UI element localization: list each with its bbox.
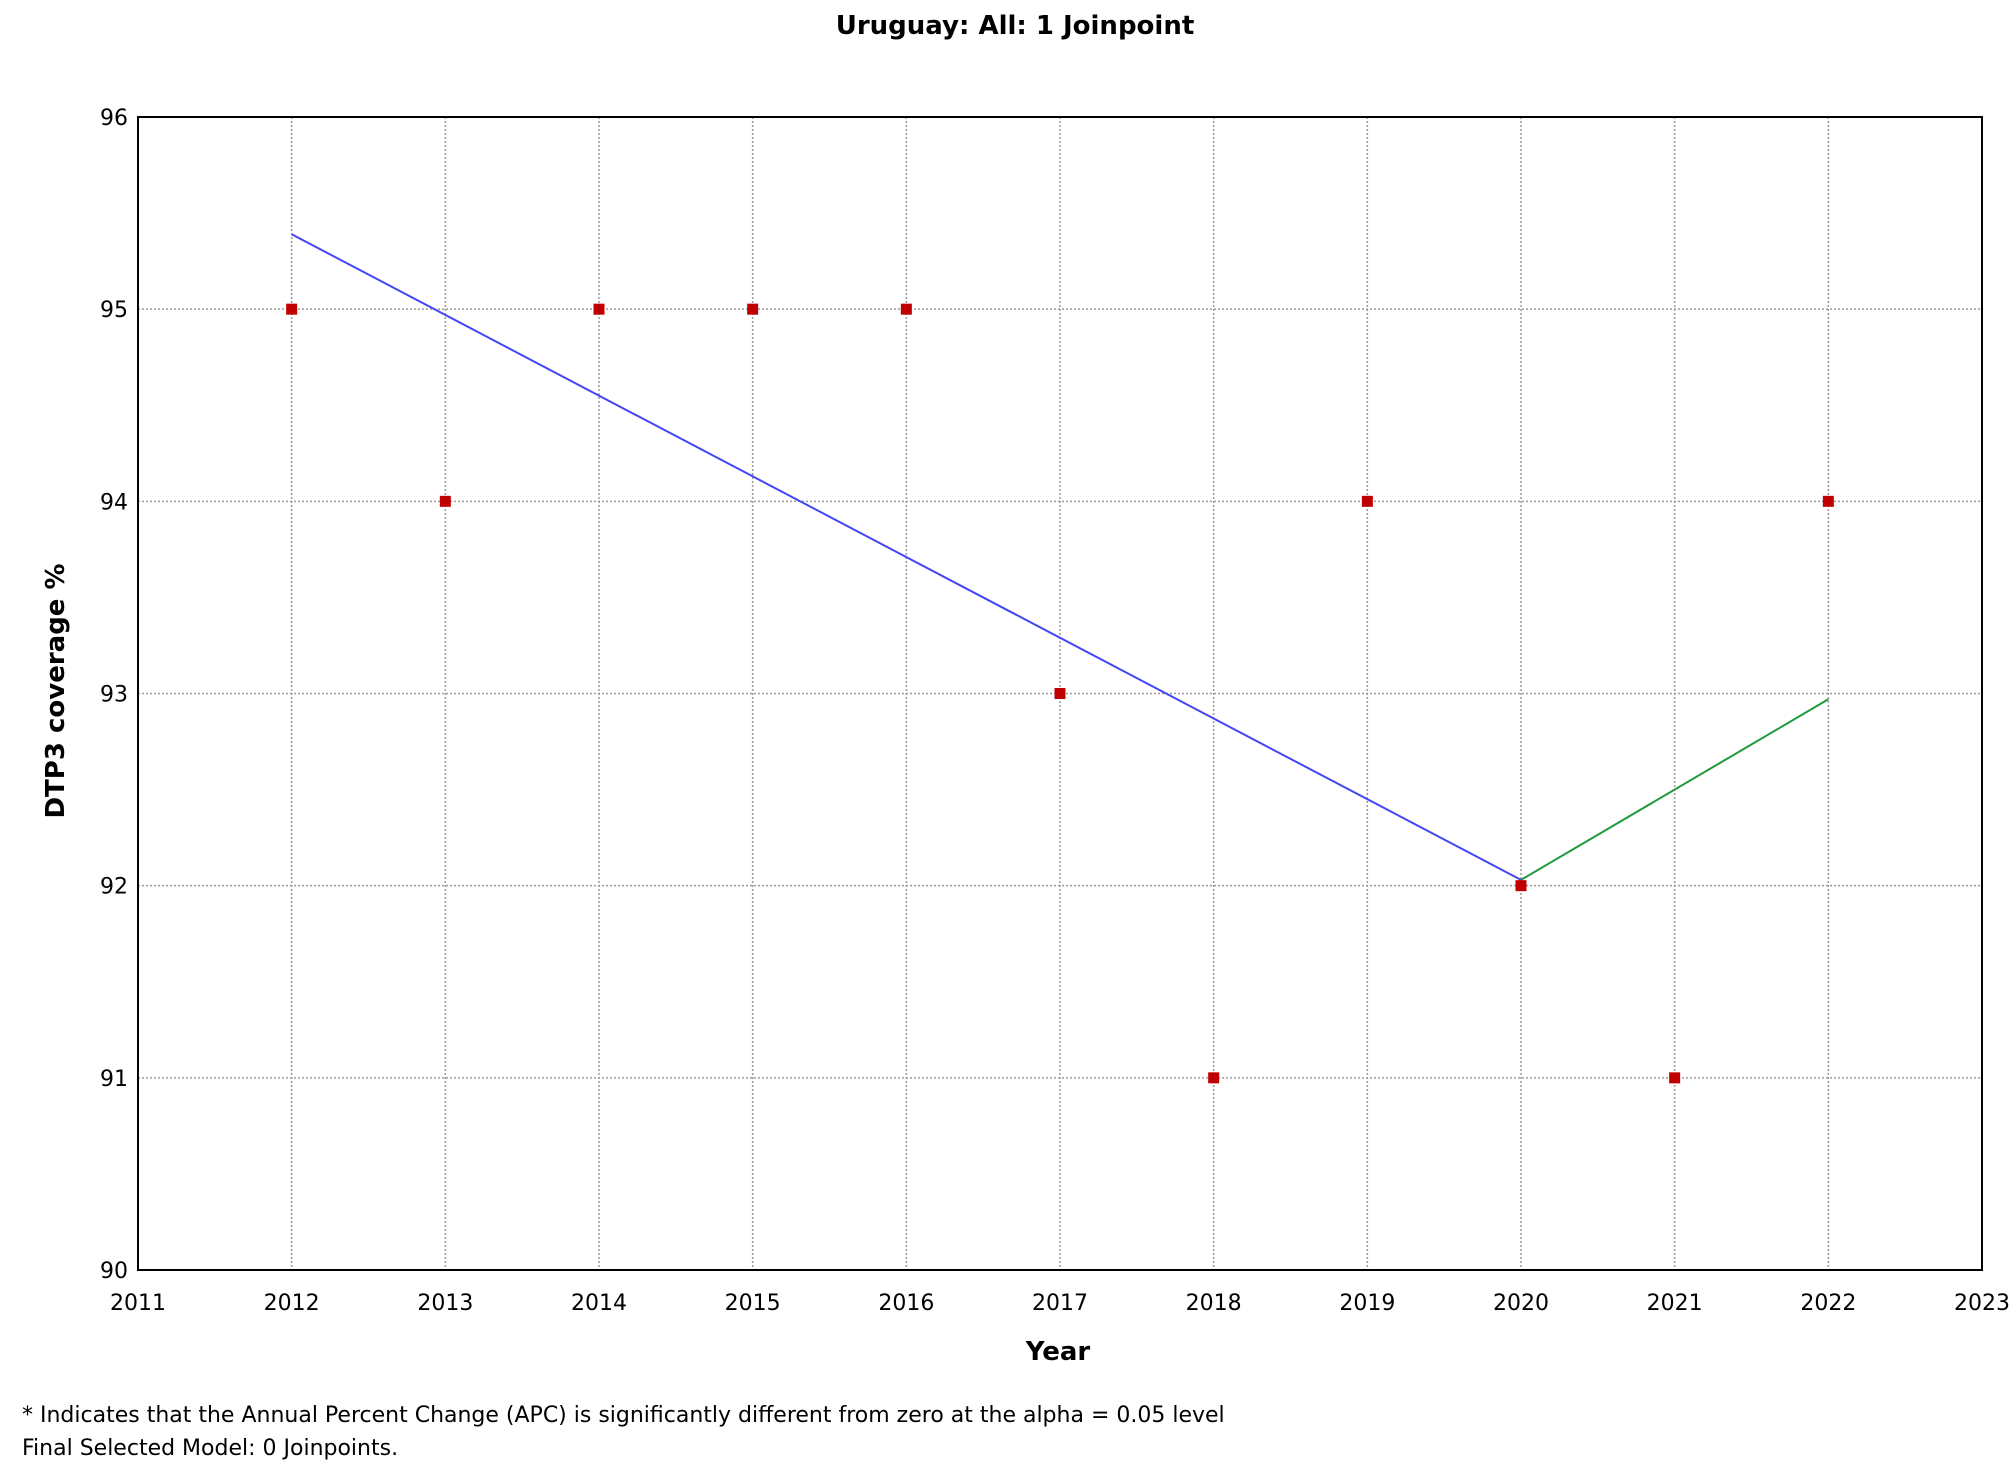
y-axis-label: DTP3 coverage % bbox=[41, 563, 71, 818]
x-tick-label: 2022 bbox=[1800, 1291, 1856, 1316]
y-tick-label: 90 bbox=[100, 1259, 128, 1284]
observed-point bbox=[1669, 1072, 1681, 1084]
observed-points bbox=[286, 303, 1834, 1084]
observed-point bbox=[1822, 495, 1834, 507]
plot-frame bbox=[137, 116, 1983, 1271]
x-tick-label: 2017 bbox=[1032, 1291, 1088, 1316]
observed-point bbox=[1361, 495, 1373, 507]
observed-point bbox=[1208, 1072, 1220, 1084]
y-tick-label: 95 bbox=[100, 298, 128, 323]
x-tick-label: 2012 bbox=[264, 1291, 320, 1316]
observed-point bbox=[747, 303, 759, 315]
x-tick-label: 2020 bbox=[1493, 1291, 1549, 1316]
x-tick-label: 2019 bbox=[1339, 1291, 1395, 1316]
trend-segments bbox=[291, 233, 1829, 881]
y-tick-label: 92 bbox=[100, 875, 128, 900]
final-model-footnote: Final Selected Model: 0 Joinpoints. bbox=[22, 1436, 399, 1461]
x-tick-label: 2014 bbox=[571, 1291, 627, 1316]
x-tick-label: 2016 bbox=[878, 1291, 934, 1316]
y-tick-label: 91 bbox=[100, 1067, 128, 1092]
trend-segment-2 bbox=[1520, 698, 1829, 881]
x-tick-label: 2023 bbox=[1954, 1291, 2010, 1316]
x-tick-label: 2013 bbox=[417, 1291, 473, 1316]
observed-point bbox=[439, 495, 451, 507]
x-tick-label: 2018 bbox=[1186, 1291, 1242, 1316]
observed-point bbox=[900, 303, 912, 315]
axis-ticks: 2011 2012 2013 2014 2015 2016 2017 2018 2019 2020… bbox=[100, 106, 2010, 1316]
chart-title: Uruguay: All: 1 Joinpoint bbox=[836, 11, 1195, 41]
observed-point bbox=[1054, 688, 1066, 699]
trend-segment-1 bbox=[291, 233, 1522, 881]
observed-point bbox=[286, 303, 298, 315]
x-tick-label: 2015 bbox=[725, 1291, 781, 1316]
significance-footnote: * Indicates that the Annual Percent Chan… bbox=[22, 1403, 1225, 1428]
y-tick-label: 96 bbox=[100, 106, 128, 131]
x-axis-label: Year bbox=[1025, 1337, 1091, 1367]
observed-point bbox=[593, 303, 605, 315]
y-tick-label: 94 bbox=[100, 490, 128, 515]
y-tick-label: 93 bbox=[100, 683, 128, 708]
x-tick-label: 2021 bbox=[1647, 1291, 1703, 1316]
observed-point bbox=[1515, 880, 1527, 892]
x-tick-label: 2011 bbox=[110, 1291, 166, 1316]
